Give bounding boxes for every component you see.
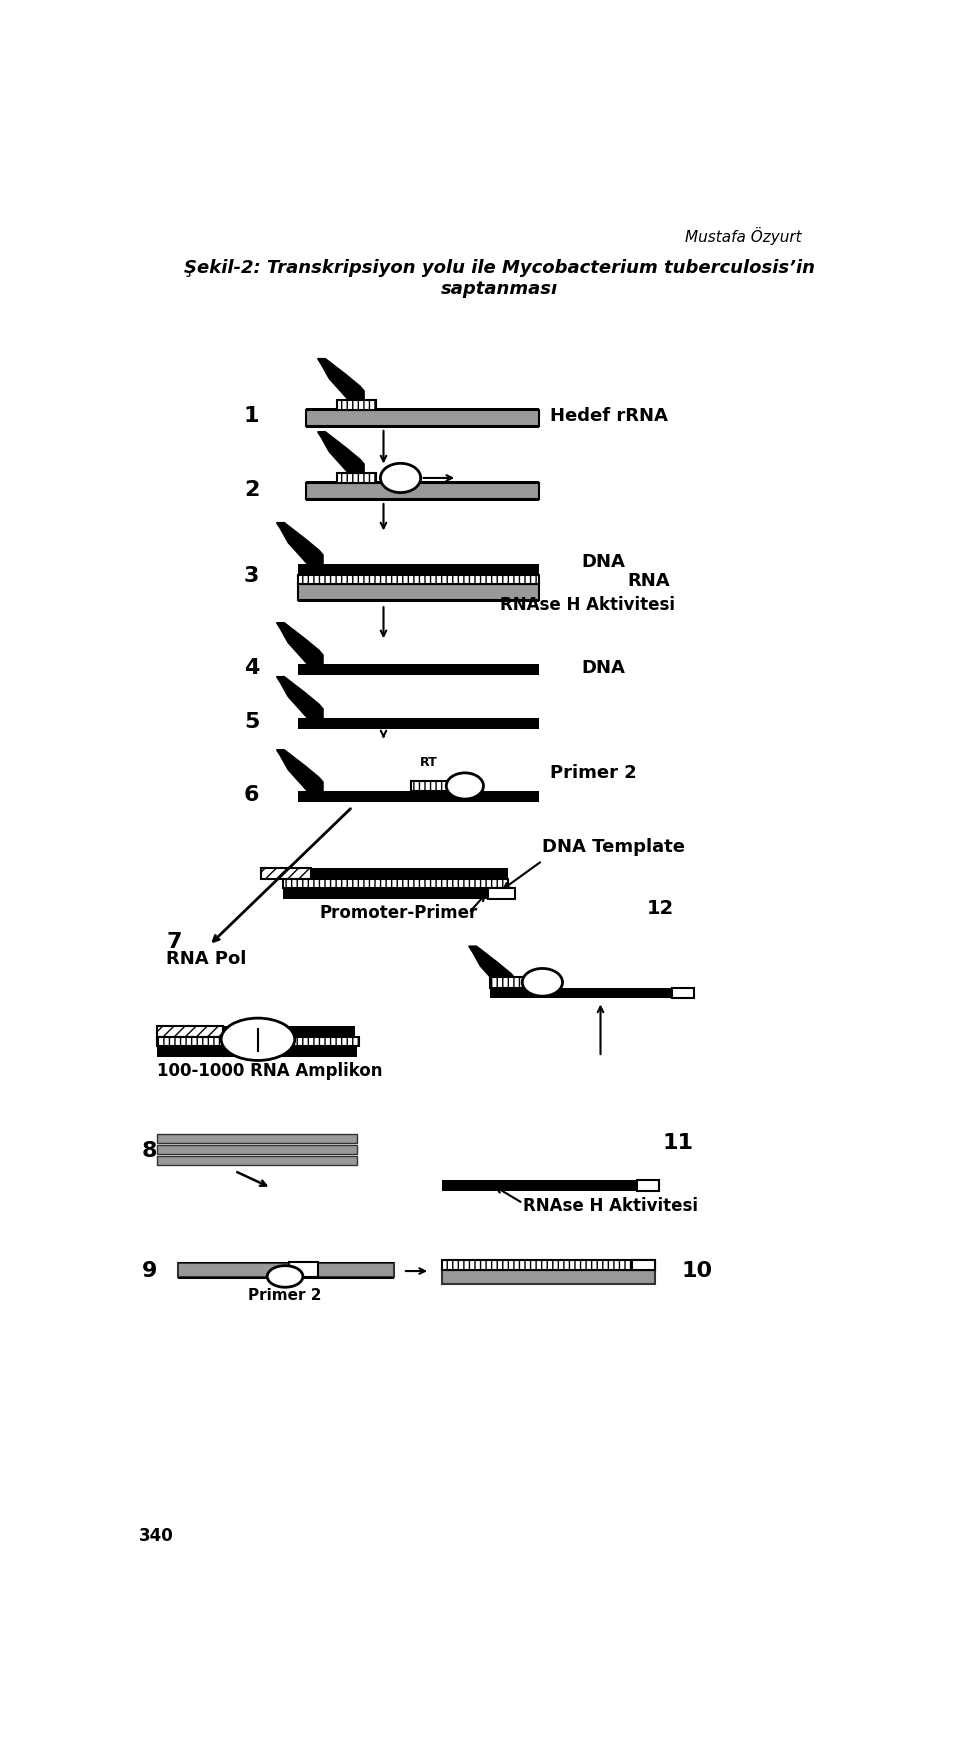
- Polygon shape: [276, 523, 324, 564]
- Bar: [306, 481, 539, 483]
- Text: Primer 2: Primer 2: [249, 1288, 322, 1304]
- Text: RT: RT: [533, 975, 552, 989]
- Text: 12: 12: [647, 900, 674, 919]
- Bar: [337, 401, 375, 410]
- Bar: [306, 499, 539, 500]
- Polygon shape: [468, 947, 516, 987]
- Text: 3: 3: [244, 565, 259, 586]
- Ellipse shape: [446, 774, 484, 800]
- Polygon shape: [276, 677, 324, 717]
- Bar: [157, 1134, 357, 1143]
- Bar: [157, 1026, 223, 1038]
- Bar: [672, 987, 693, 999]
- Bar: [306, 425, 539, 429]
- Bar: [299, 584, 539, 600]
- Ellipse shape: [267, 1265, 303, 1288]
- Bar: [299, 576, 539, 584]
- Bar: [157, 1026, 355, 1038]
- Bar: [289, 1262, 319, 1278]
- Bar: [299, 564, 539, 576]
- Bar: [157, 1046, 357, 1057]
- Ellipse shape: [380, 464, 420, 492]
- Text: 100-1000 RNA Amplikon: 100-1000 RNA Amplikon: [157, 1062, 383, 1080]
- Text: Primer 2: Primer 2: [550, 763, 636, 782]
- Bar: [337, 473, 375, 483]
- Text: 10: 10: [682, 1262, 713, 1281]
- Bar: [157, 1144, 357, 1153]
- Text: DNA: DNA: [581, 660, 625, 677]
- Bar: [283, 889, 488, 900]
- Bar: [299, 665, 539, 676]
- Bar: [442, 1180, 659, 1192]
- Bar: [411, 780, 453, 791]
- Text: Promoter-Primer: Promoter-Primer: [320, 905, 478, 922]
- Bar: [283, 868, 508, 878]
- Bar: [283, 878, 508, 889]
- Bar: [491, 987, 693, 999]
- Text: 6: 6: [244, 786, 259, 805]
- Bar: [632, 1260, 655, 1270]
- Text: 8: 8: [142, 1141, 157, 1160]
- Polygon shape: [276, 623, 324, 665]
- Polygon shape: [318, 359, 364, 401]
- Ellipse shape: [221, 1018, 295, 1060]
- Ellipse shape: [522, 968, 563, 996]
- Bar: [299, 583, 539, 584]
- Bar: [261, 868, 311, 878]
- Text: 7: 7: [166, 931, 182, 952]
- Bar: [488, 889, 516, 900]
- Text: DNA: DNA: [581, 553, 625, 570]
- Text: Hedef rRNA: Hedef rRNA: [550, 408, 668, 425]
- Text: DNA Template: DNA Template: [542, 838, 685, 856]
- Text: 5: 5: [244, 712, 259, 732]
- Text: 11: 11: [662, 1134, 693, 1153]
- Text: 2: 2: [244, 480, 259, 499]
- Text: Mustafa Özyurt: Mustafa Özyurt: [685, 228, 802, 245]
- Text: 1: 1: [244, 406, 259, 427]
- Bar: [442, 1260, 655, 1270]
- Text: RT: RT: [391, 471, 411, 485]
- Polygon shape: [276, 749, 324, 791]
- Text: RNAse H Aktivitesi: RNAse H Aktivitesi: [500, 597, 675, 614]
- Bar: [157, 1038, 359, 1046]
- Bar: [306, 410, 539, 425]
- Bar: [306, 483, 539, 499]
- Text: 9: 9: [142, 1262, 157, 1281]
- Bar: [442, 1269, 655, 1270]
- Bar: [157, 1155, 357, 1166]
- Text: 340: 340: [139, 1528, 174, 1545]
- Bar: [179, 1264, 394, 1278]
- Polygon shape: [318, 432, 364, 473]
- Bar: [491, 977, 533, 987]
- Bar: [299, 600, 539, 602]
- Text: RNA: RNA: [628, 572, 670, 590]
- Text: RT: RT: [420, 756, 438, 768]
- Bar: [299, 791, 539, 802]
- Text: RNA Pol: RNA Pol: [166, 950, 247, 968]
- Text: Şekil-2: Transkripsiyon yolu ile Mycobacterium tuberculosis’in: Şekil-2: Transkripsiyon yolu ile Mycobac…: [184, 259, 815, 276]
- Text: 4: 4: [244, 658, 259, 679]
- Bar: [636, 1180, 659, 1192]
- Text: saptanması: saptanması: [442, 280, 559, 298]
- Bar: [442, 1270, 655, 1284]
- Bar: [299, 718, 539, 730]
- Text: RT: RT: [276, 1270, 294, 1283]
- Bar: [306, 408, 539, 410]
- Text: RNAse H Aktivitesi: RNAse H Aktivitesi: [523, 1197, 698, 1214]
